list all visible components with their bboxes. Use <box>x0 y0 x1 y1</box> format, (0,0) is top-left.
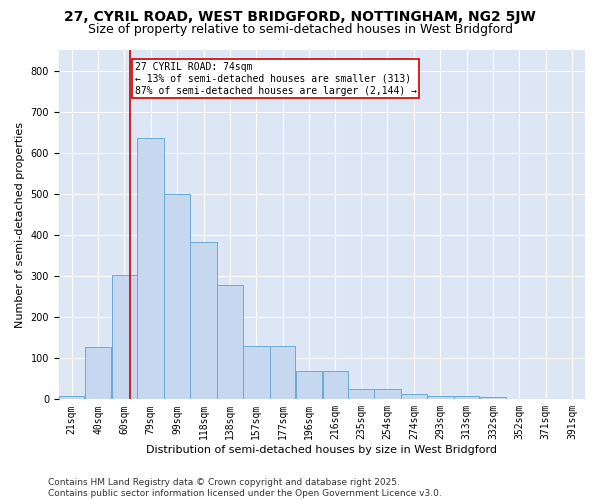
Bar <box>270 346 295 400</box>
Bar <box>323 370 348 400</box>
Y-axis label: Number of semi-detached properties: Number of semi-detached properties <box>15 122 25 328</box>
Bar <box>374 389 401 400</box>
Text: 27, CYRIL ROAD, WEST BRIDGFORD, NOTTINGHAM, NG2 5JW: 27, CYRIL ROAD, WEST BRIDGFORD, NOTTINGH… <box>64 10 536 24</box>
Bar <box>401 394 427 400</box>
Bar <box>296 370 322 400</box>
Bar <box>217 285 242 400</box>
Bar <box>164 194 190 400</box>
Bar <box>59 396 84 400</box>
Bar <box>137 138 164 400</box>
Text: Size of property relative to semi-detached houses in West Bridgford: Size of property relative to semi-detach… <box>88 22 512 36</box>
Bar <box>190 242 217 400</box>
Bar <box>112 275 137 400</box>
X-axis label: Distribution of semi-detached houses by size in West Bridgford: Distribution of semi-detached houses by … <box>146 445 497 455</box>
Bar <box>479 398 506 400</box>
Text: 27 CYRIL ROAD: 74sqm
← 13% of semi-detached houses are smaller (313)
87% of semi: 27 CYRIL ROAD: 74sqm ← 13% of semi-detac… <box>134 62 416 96</box>
Bar <box>427 396 454 400</box>
Bar <box>349 389 374 400</box>
Bar <box>454 396 479 400</box>
Bar <box>243 346 269 400</box>
Text: Contains HM Land Registry data © Crown copyright and database right 2025.
Contai: Contains HM Land Registry data © Crown c… <box>48 478 442 498</box>
Bar <box>85 346 112 400</box>
